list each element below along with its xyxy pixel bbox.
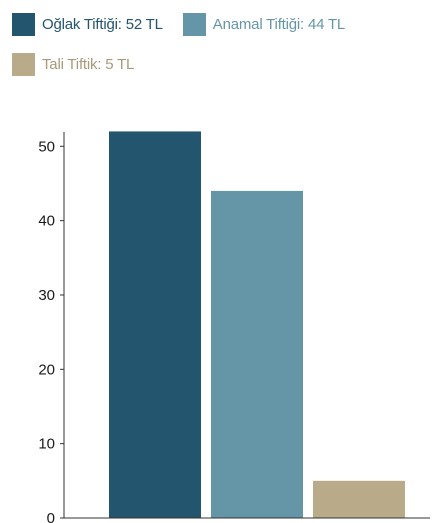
legend-swatch-oglak <box>12 12 35 36</box>
legend-item-oglak: Oğlak Tiftiği: 52 TL <box>12 12 163 36</box>
legend-label-anamal: Anamal Tiftiği: 44 TL <box>212 15 346 33</box>
y-tick-label-50: 50 <box>38 138 55 155</box>
bar-1 <box>109 131 201 518</box>
chart-legend: Oğlak Tiftiği: 52 TL Anamal Tiftiği: 44 … <box>12 10 432 90</box>
bar-2 <box>211 190 303 519</box>
legend-item-tali: Tali Tiftik: 5 TL <box>12 52 135 76</box>
legend-row-2: Tali Tiftik: 5 TL <box>12 50 432 78</box>
y-tick-label-0: 0 <box>47 510 55 523</box>
legend-row-1: Oğlak Tiftiği: 52 TL Anamal Tiftiği: 44 … <box>12 10 432 38</box>
legend-item-anamal: Anamal Tiftiği: 44 TL <box>182 12 346 36</box>
y-tick-label-40: 40 <box>38 213 55 230</box>
y-tick-label-20: 20 <box>38 361 55 378</box>
legend-label-oglak: Oğlak Tiftiği: 52 TL <box>42 15 163 33</box>
y-tick-label-30: 30 <box>38 287 55 304</box>
bar-3 <box>313 480 405 518</box>
legend-swatch-anamal <box>182 12 206 36</box>
y-tick-label-10: 10 <box>38 436 55 453</box>
legend-label-tali: Tali Tiftik: 5 TL <box>42 55 135 73</box>
legend-swatch-tali <box>12 52 35 76</box>
